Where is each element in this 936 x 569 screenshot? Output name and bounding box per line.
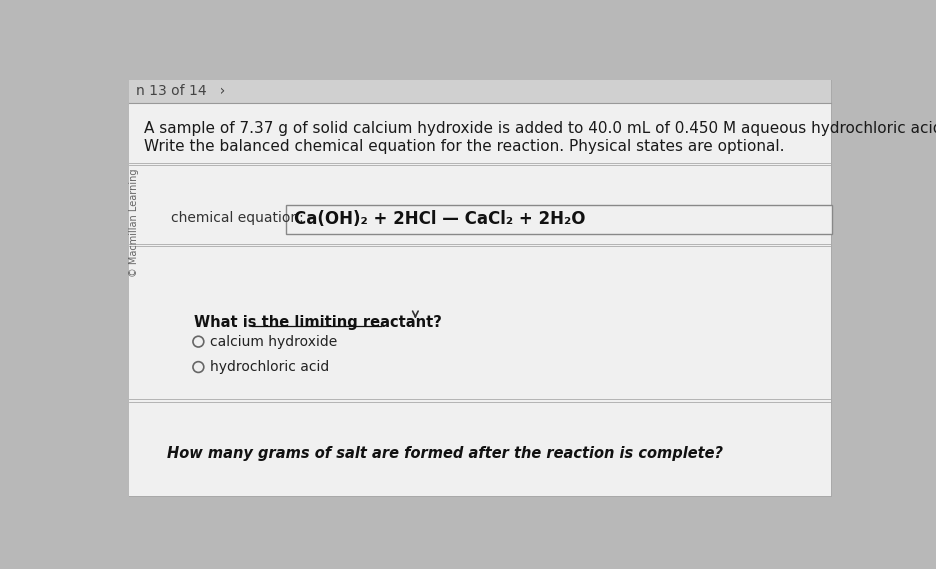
Text: A sample of 7.37 g of solid calcium hydroxide is added to 40.0 mL of 0.450 M aqu: A sample of 7.37 g of solid calcium hydr… — [144, 121, 936, 135]
Text: hydrochloric acid: hydrochloric acid — [210, 360, 329, 374]
Text: What is the limiting reactant?: What is the limiting reactant? — [195, 315, 443, 329]
Text: Write the balanced chemical equation for the reaction. Physical states are optio: Write the balanced chemical equation for… — [144, 139, 784, 154]
Text: Ca(OH)₂ + 2HCl — CaCl₂ + 2H₂O: Ca(OH)₂ + 2HCl — CaCl₂ + 2H₂O — [294, 210, 585, 228]
FancyBboxPatch shape — [128, 80, 831, 496]
Text: How many grams of salt are formed after the reaction is complete?: How many grams of salt are formed after … — [168, 446, 724, 460]
Text: n 13 of 14   ›: n 13 of 14 › — [137, 84, 226, 98]
FancyBboxPatch shape — [128, 103, 831, 496]
FancyBboxPatch shape — [286, 205, 831, 234]
Text: calcium hydroxide: calcium hydroxide — [210, 335, 337, 349]
FancyBboxPatch shape — [128, 80, 831, 103]
Text: chemical equation:: chemical equation: — [171, 212, 304, 225]
Text: © Macmillan Learning: © Macmillan Learning — [129, 168, 139, 277]
